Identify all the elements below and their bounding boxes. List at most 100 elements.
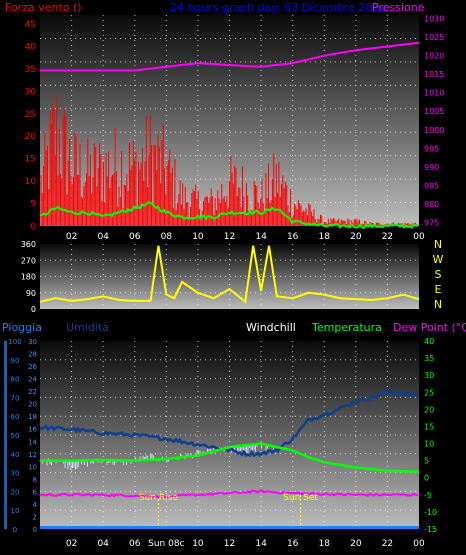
temperature-tick-label: -10: [424, 508, 437, 517]
direction-tick-label: 0: [31, 305, 36, 314]
time-tick-label: 20: [350, 232, 362, 242]
time-tick-label: 04: [97, 232, 109, 242]
humidity-tick-label: 24: [28, 376, 37, 384]
compass-label: N: [434, 238, 442, 251]
temperature-tick-label: -5: [424, 491, 432, 500]
sun-set-label: Sun Set: [283, 493, 318, 503]
pressure-tick-label: 975: [424, 218, 439, 227]
time-tick-label: 18: [319, 232, 331, 242]
wind-direction-line: [39, 245, 420, 304]
pressure-axis-label: Pressione: [372, 1, 425, 14]
time-tick-label: 16: [287, 232, 299, 242]
time-tick-label: Sun 08c: [148, 539, 184, 549]
rain-tick-label: 40: [11, 451, 20, 459]
wind-tick-label: 0: [30, 222, 36, 232]
rain-tick-label: 30: [11, 470, 20, 478]
humidity-tick-label: 22: [28, 388, 37, 396]
time-tick-label: 00: [413, 539, 425, 549]
sun-rise-label: Sun Rise: [139, 493, 178, 503]
wind-axis-label: Forza vento (): [5, 1, 82, 14]
rain-legend-label: Pioggia: [2, 321, 42, 334]
wind-tick-label: 45: [25, 20, 36, 30]
wind-tick-label: 35: [25, 65, 36, 75]
time-tick-label: 02: [66, 232, 77, 242]
temperature-tick-label: 40: [424, 337, 434, 346]
pressure-tick-label: 1000: [424, 126, 444, 135]
wind-tick-label: 30: [25, 87, 37, 97]
humidity-tick-label: 16: [28, 426, 37, 434]
time-tick-label: 12: [224, 539, 235, 549]
time-tick-label: 08: [161, 232, 173, 242]
dewpoint-line: [39, 489, 419, 499]
humidity-tick-label: 28: [28, 351, 37, 359]
wind-tick-label: 20: [25, 132, 37, 142]
humidity-tick-label: 26: [28, 363, 37, 371]
temperature-tick-label: 15: [424, 422, 434, 431]
time-tick-label: 10: [192, 232, 204, 242]
pressure-tick-label: 1010: [424, 89, 444, 98]
humidity-tick-label: 18: [28, 413, 37, 421]
humidity-legend-label: Umidita: [66, 321, 109, 334]
wind-tick-label: 5: [30, 200, 36, 210]
rain-tick-label: 70: [11, 394, 20, 402]
pressure-tick-label: 985: [424, 181, 439, 190]
compass-label: N: [434, 298, 442, 311]
rain-tick-label: 10: [11, 507, 20, 515]
pressure-tick-label: 1015: [424, 70, 444, 79]
temperature-legend-label: Temperatura: [311, 321, 382, 334]
time-tick-label: 10: [192, 539, 204, 549]
humidity-tick-label: 2: [33, 513, 37, 521]
pressure-tick-label: 1030: [424, 15, 444, 24]
rain-scale-bar: [4, 341, 7, 529]
temperature-tick-label: 25: [424, 388, 434, 397]
time-tick-label: 12: [224, 232, 235, 242]
humidity-tick-label: 14: [28, 438, 37, 446]
humidity-tick-label: 8: [33, 476, 37, 484]
pressure-tick-label: 995: [424, 144, 439, 153]
temperature-tick-label: 20: [424, 405, 434, 414]
temperature-tick-label: 5: [424, 457, 429, 466]
time-tick-label: 04: [97, 539, 109, 549]
time-tick-label: 06: [129, 539, 141, 549]
time-tick-label: 14: [255, 232, 267, 242]
rain-tick-label: 90: [11, 357, 20, 365]
time-tick-label: 14: [255, 539, 267, 549]
compass-label: W: [433, 253, 444, 266]
wind-tick-label: 15: [25, 155, 36, 165]
humidity-line: [39, 388, 419, 458]
humidity-tick-label: 6: [33, 488, 38, 496]
dewpoint-legend-label: Dew Point (°C): [393, 321, 466, 334]
humidity-tick-label: 4: [33, 501, 38, 509]
time-tick-label: 18: [319, 539, 331, 549]
pressure-line: [40, 41, 420, 72]
wind-tick-label: 10: [25, 177, 37, 187]
wind-tick-label: 25: [25, 110, 36, 120]
temperature-tick-label: 0: [424, 474, 429, 483]
time-tick-label: 16: [287, 539, 299, 549]
gust-line: [39, 201, 419, 230]
direction-tick-label: 180: [21, 273, 36, 282]
pressure-tick-label: 1025: [424, 33, 444, 42]
temperature-tick-label: 30: [424, 371, 434, 380]
wind-tick-label: 40: [25, 42, 37, 52]
humidity-tick-label: 12: [28, 451, 37, 459]
humidity-tick-label: 0: [33, 526, 37, 534]
chart-title: 24 hours graph day: 03 Dicembre 2012: [170, 1, 386, 14]
direction-tick-label: 90: [26, 289, 36, 298]
direction-tick-label: 270: [21, 256, 36, 265]
rain-tick-label: 20: [11, 488, 20, 496]
rain-tick-label: 50: [11, 432, 20, 440]
pressure-tick-label: 990: [424, 163, 439, 172]
compass-label: E: [435, 283, 442, 296]
time-tick-label: 06: [129, 232, 141, 242]
time-tick-label: 22: [382, 539, 393, 549]
temperature-tick-label: 10: [424, 440, 434, 449]
pressure-tick-label: 1020: [424, 52, 444, 61]
rain-tick-label: 80: [11, 376, 20, 384]
humidity-tick-label: 20: [28, 401, 37, 409]
humidity-tick-label: 30: [28, 338, 37, 346]
rain-tick-label: 60: [11, 413, 20, 421]
rain-tick-label: 100: [8, 338, 21, 346]
